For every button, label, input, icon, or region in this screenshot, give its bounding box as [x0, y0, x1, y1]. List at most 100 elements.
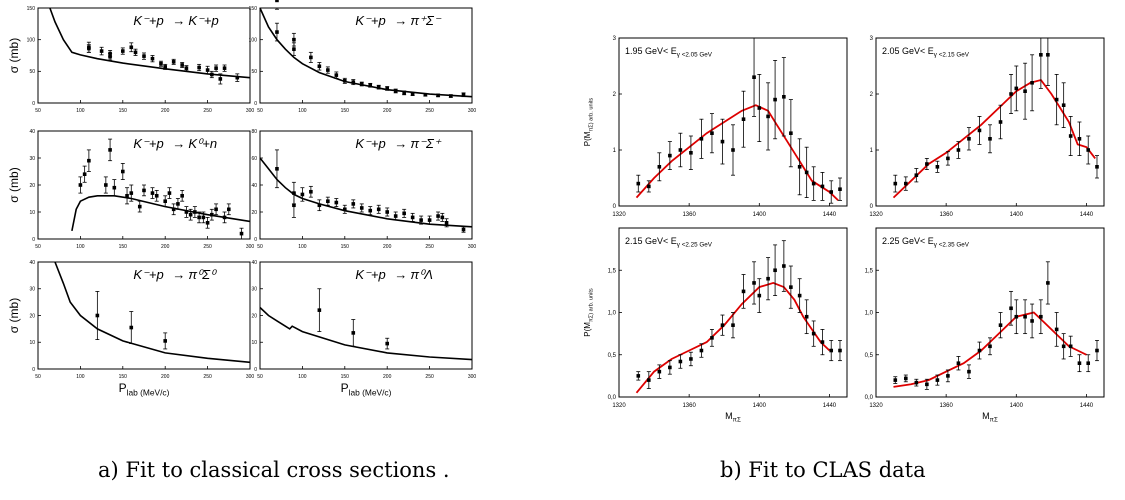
data-point	[757, 293, 762, 298]
data-point	[210, 212, 214, 217]
y-tick-label: 10	[251, 340, 257, 346]
plot-frame	[259, 7, 473, 104]
reaction-arrow: →	[172, 136, 185, 151]
data-point	[904, 376, 908, 381]
x-axis-label: Plab (MeV/c)	[341, 381, 392, 398]
panel-b2: 1320 1360 1400 1440 0 1 2 3 2.05 GeV< Eγ <2.15 G…	[869, 36, 1105, 218]
data-point	[935, 165, 940, 169]
data-point	[773, 97, 777, 102]
data-point	[766, 276, 770, 281]
x-tick-label: 50	[35, 374, 41, 380]
data-point	[967, 369, 971, 374]
data-point	[720, 323, 725, 327]
x-tick-label: 250	[203, 244, 212, 250]
data-point	[1068, 134, 1073, 138]
data-point	[988, 137, 992, 141]
data-point	[351, 80, 356, 84]
data-point	[647, 184, 651, 189]
data-point	[275, 30, 279, 34]
x-tick-label: 100	[298, 374, 307, 380]
x-tick-label: 1360	[939, 403, 953, 409]
data-point	[82, 172, 87, 176]
fit-curve	[259, 7, 473, 98]
data-point	[163, 65, 167, 69]
data-point	[201, 215, 206, 220]
data-point	[914, 173, 919, 177]
y-axis-label: σ (mb)	[7, 38, 21, 73]
data-point	[150, 56, 155, 61]
reaction-arrow: →	[172, 13, 185, 28]
y-tick-label: 1	[613, 148, 617, 154]
data-point	[334, 73, 339, 77]
data-point	[368, 208, 373, 213]
x-axis-label: MπΣ	[982, 411, 998, 424]
data-point	[423, 92, 428, 97]
data-point	[741, 117, 746, 121]
data-point	[150, 191, 155, 195]
reaction-rhs: K⁰+n	[188, 136, 217, 151]
data-point	[946, 374, 950, 378]
data-point	[710, 131, 714, 135]
data-point	[275, 0, 279, 3]
y-tick-label: 0,0	[865, 395, 874, 401]
x-tick-label: 1320	[612, 212, 626, 218]
data-point	[112, 185, 117, 190]
reaction-rhs: π⁻Σ⁺	[410, 136, 441, 151]
data-point	[998, 323, 1003, 327]
data-point	[789, 131, 793, 135]
y-tick-label: 0	[32, 101, 35, 107]
data-point	[197, 215, 201, 220]
x-tick-label: 300	[468, 244, 477, 250]
x-tick-label: 150	[341, 244, 350, 250]
plot-frame	[618, 37, 848, 207]
data-point	[914, 380, 919, 385]
data-point	[351, 202, 356, 206]
data-point	[309, 55, 313, 60]
data-point	[461, 92, 466, 97]
x-tick-label: 300	[468, 108, 477, 114]
data-point	[235, 75, 240, 80]
x-tick-label: 200	[383, 374, 392, 380]
x-axis-label: MπΣ	[725, 411, 741, 424]
data-point	[998, 120, 1003, 124]
x-tick-label: 50	[257, 374, 263, 380]
data-point	[376, 85, 381, 89]
data-point	[176, 202, 180, 206]
panel-b3: 1320 1360 1400 1440 0,0 0,5 1,0 1,5 2.15 GeV< Eγ…	[583, 227, 848, 424]
x-tick-label: 200	[383, 108, 392, 114]
reaction-rhs: π⁰Σ⁰	[188, 267, 217, 282]
data-point	[108, 148, 112, 152]
data-point	[699, 137, 704, 141]
data-point	[1046, 281, 1050, 285]
x-tick-label: 100	[76, 108, 85, 114]
reaction-rhs: π⁺Σ⁻	[410, 13, 441, 28]
data-point	[829, 348, 834, 353]
x-tick-label: 150	[341, 374, 350, 380]
data-point	[427, 218, 432, 222]
data-point	[820, 184, 825, 189]
data-point	[636, 374, 641, 378]
y-tick-label: 1,5	[608, 268, 617, 274]
x-tick-label: 1440	[823, 403, 837, 409]
data-point	[1014, 314, 1019, 319]
panel-a4: 50 100 150 200 250 300 0 20 40 60 80 K⁻+p → π⁻Σ⁺	[251, 129, 476, 250]
x-tick-label: 50	[257, 108, 263, 114]
data-point	[657, 369, 662, 374]
data-point	[1023, 89, 1027, 93]
y-tick-label: 10	[29, 210, 35, 216]
data-point	[811, 181, 816, 186]
data-point	[731, 323, 735, 327]
panel-b1: 1320 1360 1400 1440 0 1 2 3 1.95 GeV< Eγ <2.05 G…	[583, 36, 848, 218]
reaction-lhs: K⁻+p	[133, 267, 163, 282]
data-point	[668, 365, 672, 370]
data-point	[239, 231, 244, 236]
x-tick-label: 1440	[1080, 403, 1094, 409]
plot-frame	[37, 7, 251, 104]
data-point	[782, 95, 786, 99]
data-point	[1095, 348, 1099, 353]
x-tick-label: 200	[161, 108, 170, 114]
y-tick-label: 0,5	[608, 353, 617, 359]
data-point	[1068, 344, 1073, 349]
